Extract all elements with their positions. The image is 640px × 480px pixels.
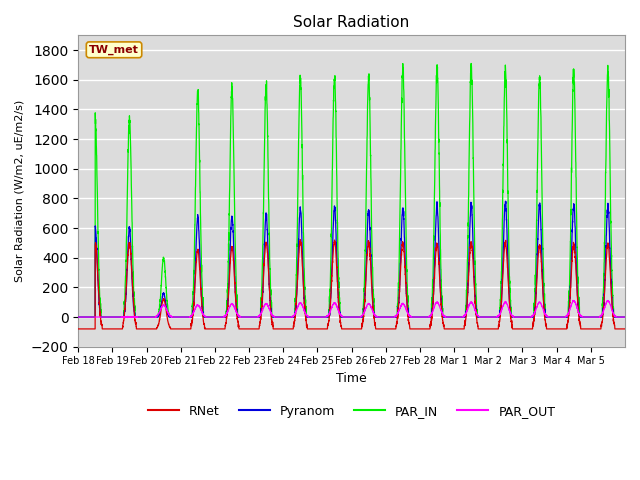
Y-axis label: Solar Radiation (W/m2, uE/m2/s): Solar Radiation (W/m2, uE/m2/s)	[15, 100, 25, 282]
Legend: RNet, Pyranom, PAR_IN, PAR_OUT: RNet, Pyranom, PAR_IN, PAR_OUT	[143, 400, 561, 423]
X-axis label: Time: Time	[336, 372, 367, 385]
Text: TW_met: TW_met	[89, 45, 139, 55]
Title: Solar Radiation: Solar Radiation	[294, 15, 410, 30]
